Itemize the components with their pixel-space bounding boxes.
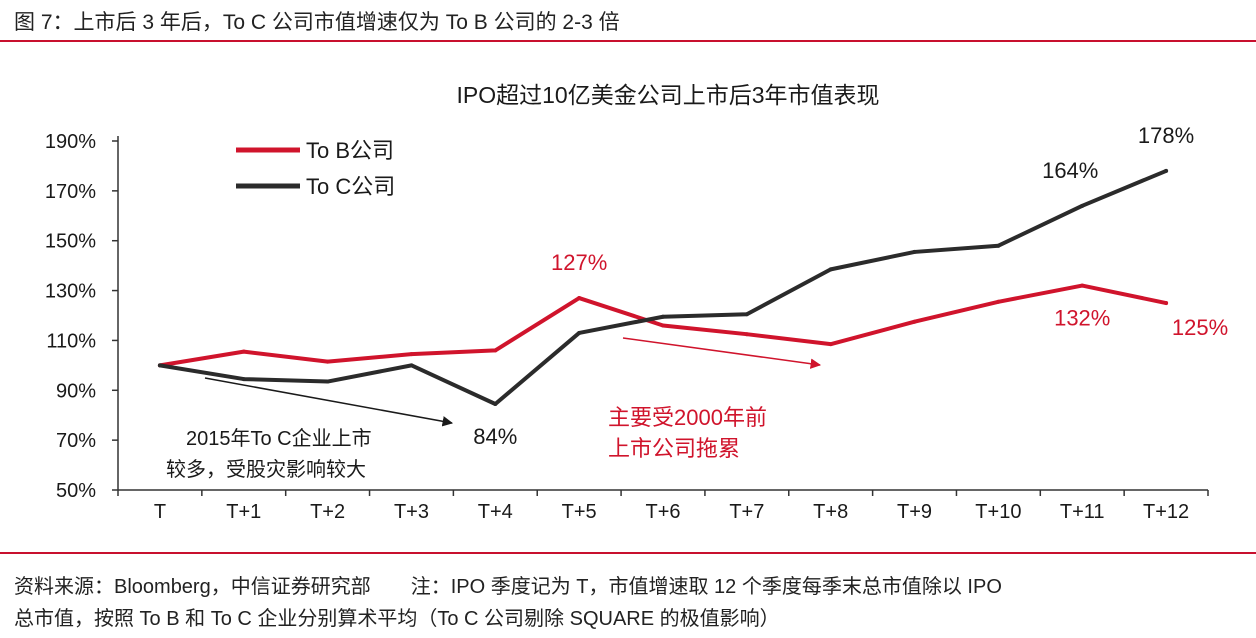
x-tick-label: T+1: [226, 501, 261, 523]
data-point-to-c: [912, 249, 917, 254]
data-point-to-b: [1080, 283, 1085, 288]
y-tick-label: 190%: [45, 131, 96, 153]
data-point-to-c: [325, 379, 330, 384]
data-point-to-c: [241, 377, 246, 382]
data-point-to-b: [744, 332, 749, 337]
data-point-to-b: [325, 359, 330, 364]
data-label: 178%: [1138, 123, 1194, 148]
x-tick-label: T+7: [729, 501, 764, 523]
x-tick-label: T+2: [310, 501, 345, 523]
data-point-to-b: [661, 323, 665, 328]
x-tick-label: T+11: [1060, 501, 1105, 523]
annotation-text: 较多，受股灾影响较大: [166, 458, 366, 481]
x-tick-label: T+4: [478, 501, 513, 523]
annotation-arrow: [622, 337, 822, 369]
data-point-to-b: [1164, 301, 1169, 306]
caption-rule: [0, 40, 1256, 42]
y-tick-label: 110%: [46, 330, 96, 352]
annotation-text: 主要受2000年前: [608, 405, 767, 430]
data-label: 132%: [1054, 306, 1110, 331]
annotation-text: 上市公司拖累: [608, 436, 740, 461]
data-label: 84%: [473, 424, 517, 449]
data-point-to-c: [577, 330, 582, 335]
data-point-to-b: [912, 319, 917, 324]
data-point-to-b: [409, 352, 414, 357]
annotation-arrow: [204, 377, 454, 427]
y-tick-label: 90%: [56, 380, 96, 402]
data-point-to-b: [996, 299, 1001, 304]
x-tick-label: T+8: [813, 501, 848, 523]
annotation-text: 2015年To C企业上市: [186, 427, 372, 450]
x-tick-label: T+12: [1143, 501, 1189, 523]
chart-title: IPO超过10亿美金公司上市后3年市值表现: [457, 82, 880, 108]
x-tick-label: T+6: [645, 501, 680, 523]
note-text: 注：IPO 季度记为 T，市值增速取 12 个季度每季末总市值除以 IPO: [410, 576, 1002, 598]
data-point-to-b: [577, 296, 582, 301]
y-tick-label: 70%: [56, 430, 96, 452]
data-point-to-c: [744, 312, 749, 317]
data-point-to-c: [493, 401, 498, 406]
data-point-to-c: [409, 363, 414, 368]
data-label: 125%: [1172, 315, 1228, 340]
data-point-to-c: [1164, 168, 1169, 173]
footer-note-line: 总市值，按照 To B 和 To C 企业分别算术平均（To C 公司剔除 SQ…: [14, 608, 780, 630]
legend-label: To B公司: [306, 138, 394, 163]
y-tick-label: 50%: [56, 480, 96, 502]
data-point-to-b: [241, 349, 246, 354]
data-point-to-b: [828, 342, 833, 347]
data-point-to-c: [661, 314, 665, 319]
data-point-to-c: [1080, 203, 1085, 208]
data-point-to-b: [493, 348, 498, 353]
data-point-to-c: [828, 267, 833, 272]
x-tick-label: T+10: [975, 501, 1021, 523]
source-text: 资料来源：Bloomberg，中信证券研究部: [14, 576, 371, 598]
data-point-to-c: [996, 243, 1001, 248]
data-label: 127%: [551, 250, 607, 275]
x-tick-label: T: [154, 501, 166, 523]
data-point-to-c: [157, 363, 162, 368]
footer-source-line: 资料来源：Bloomberg，中信证券研究部 注：IPO 季度记为 T，市值增速取…: [14, 570, 1002, 599]
data-label: 164%: [1042, 158, 1098, 183]
y-tick-label: 150%: [45, 231, 96, 253]
x-tick-label: T+9: [897, 501, 932, 523]
y-tick-label: 170%: [45, 181, 96, 203]
y-tick-label: 130%: [45, 281, 96, 303]
legend-label: To C公司: [306, 174, 395, 199]
figure-caption: 图 7：上市后 3 年后，To C 公司市值增速仅为 To B 公司的 2-3 …: [14, 11, 620, 34]
footer-rule: [0, 552, 1256, 554]
x-tick-label: T+5: [562, 501, 597, 523]
x-tick-label: T+3: [394, 501, 429, 523]
series-line-to-c: [157, 168, 1169, 406]
